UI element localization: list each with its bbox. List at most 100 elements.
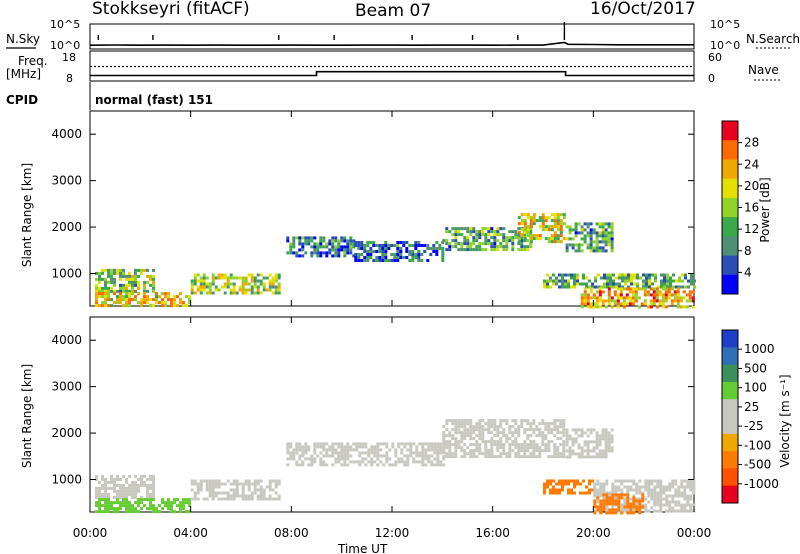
heatmap-cell <box>211 491 215 495</box>
heatmap-cell <box>520 449 524 453</box>
heatmap-cell <box>463 242 467 246</box>
heatmap-cell <box>143 283 146 287</box>
heatmap-cell <box>379 454 383 458</box>
heatmap-cell <box>286 445 290 449</box>
heatmap-cell <box>346 251 350 255</box>
heatmap-cell <box>116 489 119 493</box>
xtick-label: 08:00 <box>274 526 309 540</box>
heatmap-cell <box>472 230 476 234</box>
heatmap-cell <box>610 440 614 444</box>
heatmap-cell <box>520 455 524 459</box>
heatmap-cell <box>589 305 593 309</box>
heatmap-cell <box>131 280 134 284</box>
heatmap-cell <box>460 419 464 423</box>
heatmap-cell <box>597 285 600 289</box>
heatmap-cell <box>463 428 467 432</box>
heatmap-cell <box>529 422 533 426</box>
heatmap-cell <box>104 489 107 493</box>
noise-right-tick-top: 10^5 <box>710 18 740 31</box>
heatmap-cell <box>659 503 663 507</box>
heatmap-cell <box>95 501 98 505</box>
heatmap-cell <box>388 457 392 461</box>
heatmap-cell <box>481 227 485 231</box>
heatmap-cell <box>511 419 515 423</box>
heatmap-cell <box>313 248 317 252</box>
heatmap-cell <box>119 271 122 275</box>
heatmap-cell <box>676 299 680 303</box>
heatmap-cell <box>454 242 458 246</box>
heatmap-cell <box>555 282 558 286</box>
heatmap-cell <box>634 290 638 294</box>
heatmap-cell <box>496 449 500 453</box>
heatmap-cell <box>113 483 116 487</box>
heatmap-cell <box>140 477 143 481</box>
heatmap-cell <box>399 247 403 250</box>
heatmap-cell <box>573 273 576 277</box>
heatmap-cell <box>481 452 485 456</box>
heatmap-cell <box>604 237 608 241</box>
heatmap-cell <box>253 485 257 489</box>
heatmap-cell <box>119 292 122 296</box>
heatmap-cell <box>541 443 545 447</box>
heatmap-cell <box>585 285 588 289</box>
heatmap-cell <box>580 446 584 450</box>
heatmap-cell <box>307 463 311 467</box>
heatmap-cell <box>295 251 299 255</box>
heatmap-cell <box>125 274 128 278</box>
heatmap-cell <box>298 248 302 252</box>
heatmap-cell <box>549 285 552 289</box>
heatmap-cell <box>662 485 666 489</box>
heatmap-cell <box>552 479 555 483</box>
heatmap-cell <box>393 253 397 256</box>
heatmap-cell <box>460 434 464 438</box>
heatmap-cell <box>119 486 122 490</box>
heatmap-cell <box>520 248 524 252</box>
heatmap-cell <box>424 442 428 446</box>
heatmap-cell <box>599 511 603 515</box>
heatmap-cell <box>493 422 497 426</box>
heatmap-cell <box>526 446 530 450</box>
heatmap-cell <box>95 271 98 275</box>
heatmap-cell <box>116 301 119 305</box>
heatmap-cell <box>614 493 618 497</box>
velocity-xticks: 00:00 04:00 08:00 12:00 16:00 20:00 00:00 <box>73 317 711 540</box>
heatmap-cell <box>466 242 470 246</box>
heatmap-cell <box>574 231 578 235</box>
heatmap-cell <box>577 222 581 226</box>
heatmap-cell <box>589 249 593 253</box>
heatmap-cell <box>262 288 266 292</box>
heatmap-cell <box>592 231 596 235</box>
heatmap-cell <box>393 244 397 247</box>
heatmap-cell <box>493 248 497 252</box>
heatmap-cell <box>565 443 569 447</box>
heatmap-cell <box>119 286 122 290</box>
heatmap-cell <box>562 431 566 435</box>
heatmap-cell <box>238 482 242 486</box>
heatmap-cell <box>614 479 618 483</box>
heatmap-cell <box>387 259 391 262</box>
heatmap-cell <box>623 497 627 501</box>
heatmap-cell <box>454 437 458 441</box>
heatmap-cell <box>559 443 563 447</box>
heatmap-cell <box>499 245 503 249</box>
heatmap-cell <box>517 428 521 432</box>
heatmap-cell <box>211 479 215 483</box>
heatmap-cell <box>164 295 167 299</box>
heatmap-cell <box>396 244 400 247</box>
heatmap-cell <box>630 273 633 277</box>
heatmap-cell <box>417 244 421 247</box>
heatmap-cell <box>577 434 581 438</box>
heatmap-cell <box>307 239 311 243</box>
heatmap-cell <box>217 482 221 486</box>
heatmap-cell <box>340 463 344 467</box>
heatmap-cell <box>650 491 654 495</box>
heatmap-cell <box>586 434 590 438</box>
heatmap-cell <box>567 285 570 289</box>
heatmap-cell <box>478 437 482 441</box>
heatmap-cell <box>532 455 536 459</box>
colorbar-tick-label: 12 <box>744 222 759 236</box>
heatmap-cell <box>502 233 506 237</box>
heatmap-cell <box>128 295 131 299</box>
heatmap-cell <box>523 213 527 217</box>
heatmap-cell <box>134 489 137 493</box>
